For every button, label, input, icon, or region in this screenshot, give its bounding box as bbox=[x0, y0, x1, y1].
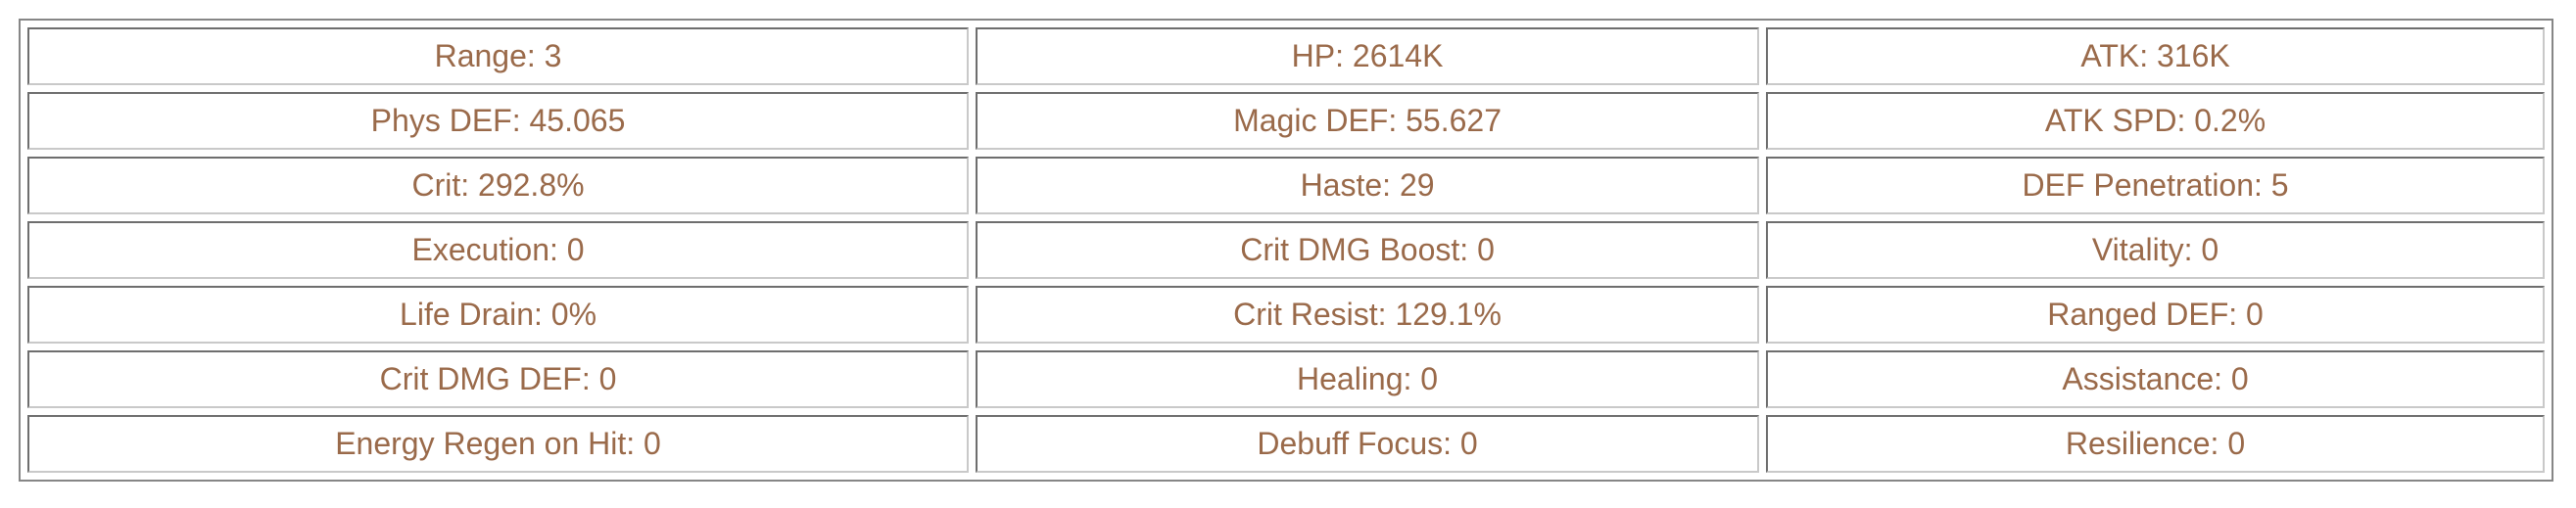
stat-cell: Assistance: 0 bbox=[1766, 350, 2545, 408]
stats-row: Life Drain: 0% Crit Resist: 129.1% Range… bbox=[27, 286, 2545, 344]
stat-cell: Debuff Focus: 0 bbox=[976, 415, 1760, 473]
stat-cell: Resilience: 0 bbox=[1766, 415, 2545, 473]
stats-row: Phys DEF: 45.065 Magic DEF: 55.627 ATK S… bbox=[27, 92, 2545, 150]
stats-row: Energy Regen on Hit: 0 Debuff Focus: 0 R… bbox=[27, 415, 2545, 473]
stats-row: Crit DMG DEF: 0 Healing: 0 Assistance: 0 bbox=[27, 350, 2545, 408]
stats-row: Execution: 0 Crit DMG Boost: 0 Vitality:… bbox=[27, 221, 2545, 279]
stat-cell: Magic DEF: 55.627 bbox=[976, 92, 1760, 150]
stat-cell: Energy Regen on Hit: 0 bbox=[27, 415, 970, 473]
stat-cell: Crit: 292.8% bbox=[27, 157, 970, 214]
stat-cell: Range: 3 bbox=[27, 27, 970, 85]
stat-cell: Crit DMG Boost: 0 bbox=[976, 221, 1760, 279]
stats-table-body: Range: 3 HP: 2614K ATK: 316K Phys DEF: 4… bbox=[27, 27, 2545, 473]
stats-row: Crit: 292.8% Haste: 29 DEF Penetration: … bbox=[27, 157, 2545, 214]
stat-cell: Execution: 0 bbox=[27, 221, 970, 279]
stat-cell: Phys DEF: 45.065 bbox=[27, 92, 970, 150]
stats-row: Range: 3 HP: 2614K ATK: 316K bbox=[27, 27, 2545, 85]
stat-cell: HP: 2614K bbox=[976, 27, 1760, 85]
stat-cell: ATK SPD: 0.2% bbox=[1766, 92, 2545, 150]
stat-cell: Ranged DEF: 0 bbox=[1766, 286, 2545, 344]
stat-cell: Crit Resist: 129.1% bbox=[976, 286, 1760, 344]
stat-cell: Haste: 29 bbox=[976, 157, 1760, 214]
stats-table: Range: 3 HP: 2614K ATK: 316K Phys DEF: 4… bbox=[19, 19, 2553, 482]
stat-cell: ATK: 316K bbox=[1766, 27, 2545, 85]
stat-cell: DEF Penetration: 5 bbox=[1766, 157, 2545, 214]
stat-cell: Life Drain: 0% bbox=[27, 286, 970, 344]
stat-cell: Healing: 0 bbox=[976, 350, 1760, 408]
stat-cell: Vitality: 0 bbox=[1766, 221, 2545, 279]
stat-cell: Crit DMG DEF: 0 bbox=[27, 350, 970, 408]
